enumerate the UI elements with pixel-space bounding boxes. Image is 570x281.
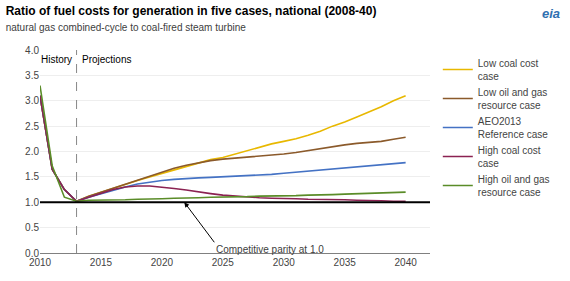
- svg-text:AEO2013Reference case: AEO2013Reference case: [478, 116, 548, 140]
- svg-text:eia: eia: [542, 6, 560, 21]
- svg-text:2025: 2025: [212, 257, 235, 268]
- svg-text:2040: 2040: [395, 257, 418, 268]
- svg-text:2.0: 2.0: [25, 146, 39, 157]
- svg-text:2020: 2020: [151, 257, 174, 268]
- svg-text:2035: 2035: [334, 257, 357, 268]
- svg-text:2015: 2015: [90, 257, 113, 268]
- svg-text:High coal costcase: High coal costcase: [478, 145, 541, 169]
- svg-text:Projections: Projections: [82, 54, 131, 65]
- svg-text:History: History: [41, 54, 72, 65]
- svg-text:2.5: 2.5: [25, 121, 39, 132]
- svg-text:4.0: 4.0: [25, 45, 39, 56]
- svg-text:3.5: 3.5: [25, 70, 39, 81]
- svg-text:High oil and gasresource case: High oil and gasresource case: [478, 174, 550, 198]
- svg-text:2010: 2010: [29, 257, 52, 268]
- svg-text:Ratio of fuel costs for genera: Ratio of fuel costs for generation in fi…: [6, 4, 377, 33]
- svg-text:0.5: 0.5: [25, 222, 39, 233]
- svg-text:3.0: 3.0: [25, 95, 39, 106]
- svg-text:0.0: 0.0: [25, 248, 39, 259]
- svg-text:Competitive parity at 1.0: Competitive parity at 1.0: [216, 244, 324, 255]
- svg-text:1.0: 1.0: [25, 197, 39, 208]
- svg-text:1.5: 1.5: [25, 171, 39, 182]
- svg-text:Low oil and gasresource case: Low oil and gasresource case: [478, 87, 548, 111]
- svg-text:2030: 2030: [273, 257, 296, 268]
- svg-text:Low coal costcase: Low coal costcase: [478, 58, 539, 82]
